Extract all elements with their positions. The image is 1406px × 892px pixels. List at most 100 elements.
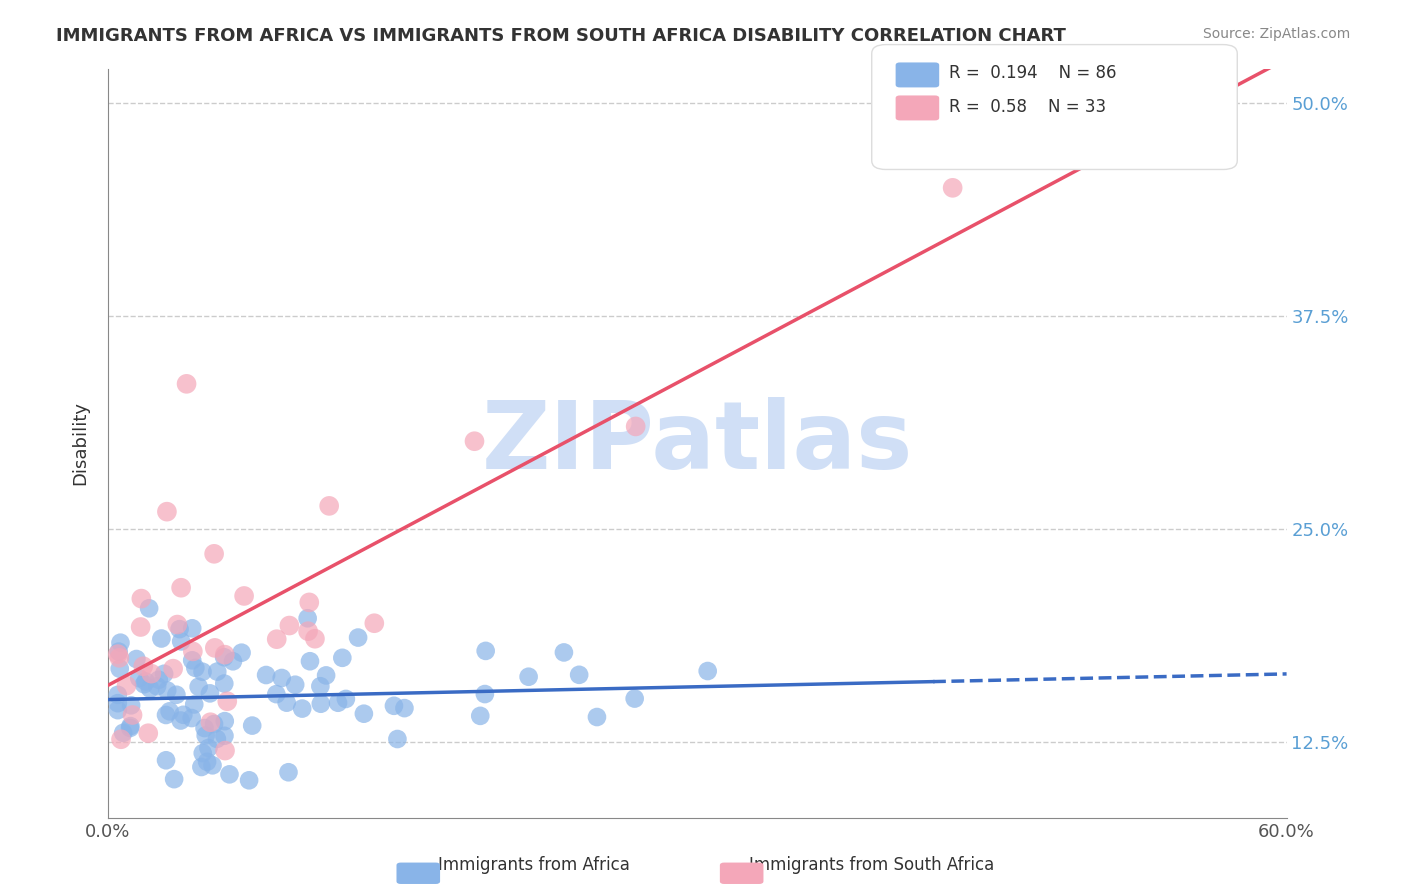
Point (214, 714, 236, 728)
Point (115, 679, 138, 693)
Point (470, 709, 492, 723)
Point (170, 714, 193, 728)
Point (120, 721, 142, 735)
Point (146, 679, 169, 693)
Point (304, 632, 326, 646)
Point (517, 670, 540, 684)
Point (394, 701, 416, 715)
Point (170, 634, 193, 648)
Point (214, 648, 236, 662)
Point (318, 499, 340, 513)
Point (107, 647, 129, 661)
Point (309, 679, 332, 693)
Point (129, 620, 152, 634)
Point (205, 731, 228, 746)
Point (586, 710, 609, 724)
Text: IMMIGRANTS FROM AFRICA VS IMMIGRANTS FROM SOUTH AFRICA DISABILITY CORRELATION CH: IMMIGRANTS FROM AFRICA VS IMMIGRANTS FRO… (56, 27, 1066, 45)
Point (191, 665, 214, 679)
Point (195, 755, 218, 769)
Point (166, 617, 188, 632)
Point (181, 621, 204, 635)
Point (187, 680, 209, 694)
Point (217, 694, 239, 708)
Point (184, 661, 207, 675)
Point (623, 691, 645, 706)
Point (108, 650, 131, 665)
Text: R =  0.58    N = 33: R = 0.58 N = 33 (949, 98, 1107, 116)
Point (624, 419, 647, 434)
Point (212, 650, 235, 665)
Point (172, 707, 194, 722)
Point (125, 652, 148, 666)
Point (309, 697, 332, 711)
Point (266, 687, 288, 701)
Point (153, 666, 176, 681)
Point (191, 746, 214, 760)
Point (204, 640, 226, 655)
Point (276, 696, 298, 710)
Point (238, 773, 260, 788)
Point (107, 688, 129, 702)
Point (284, 678, 307, 692)
Point (266, 632, 288, 647)
Point (156, 683, 179, 698)
Point (474, 687, 496, 701)
Point (165, 688, 187, 702)
Point (315, 668, 337, 682)
Point (107, 645, 129, 659)
Point (222, 654, 245, 668)
Point (197, 741, 219, 756)
Point (155, 753, 177, 767)
Point (277, 765, 299, 780)
Point (176, 376, 198, 391)
Point (347, 631, 370, 645)
Text: Immigrants from South Africa: Immigrants from South Africa (749, 856, 994, 874)
Point (218, 767, 240, 781)
Point (108, 662, 131, 676)
Point (110, 732, 132, 747)
Point (190, 760, 212, 774)
Point (553, 645, 575, 659)
Point (202, 717, 225, 731)
Point (135, 674, 157, 689)
Point (297, 624, 319, 639)
Point (207, 665, 229, 679)
Text: ZIPatlas: ZIPatlas (482, 398, 912, 490)
Point (696, 664, 718, 678)
Point (121, 708, 143, 723)
Point (297, 611, 319, 625)
Point (233, 589, 256, 603)
Point (107, 696, 129, 710)
Point (159, 704, 181, 718)
Point (120, 719, 142, 733)
Point (278, 618, 301, 632)
Point (139, 681, 162, 696)
Point (194, 728, 217, 742)
Point (382, 698, 405, 713)
Point (214, 676, 236, 690)
Point (330, 650, 353, 665)
Point (201, 758, 224, 772)
Point (254, 668, 277, 682)
Point (155, 708, 177, 723)
Point (363, 616, 385, 631)
Y-axis label: Disability: Disability (72, 401, 89, 485)
Point (110, 635, 132, 649)
Point (291, 701, 314, 715)
Point (181, 653, 204, 667)
Point (231, 646, 253, 660)
Point (240, 718, 263, 732)
Point (132, 659, 155, 673)
Point (128, 671, 150, 685)
Point (183, 698, 205, 712)
Point (163, 772, 186, 786)
Point (214, 743, 236, 757)
Point (150, 632, 173, 646)
Point (353, 706, 375, 721)
Point (270, 671, 292, 685)
Text: R =  0.194    N = 86: R = 0.194 N = 86 (949, 64, 1116, 82)
Point (463, 434, 485, 449)
Point (132, 677, 155, 691)
Point (568, 668, 591, 682)
Point (112, 726, 135, 740)
